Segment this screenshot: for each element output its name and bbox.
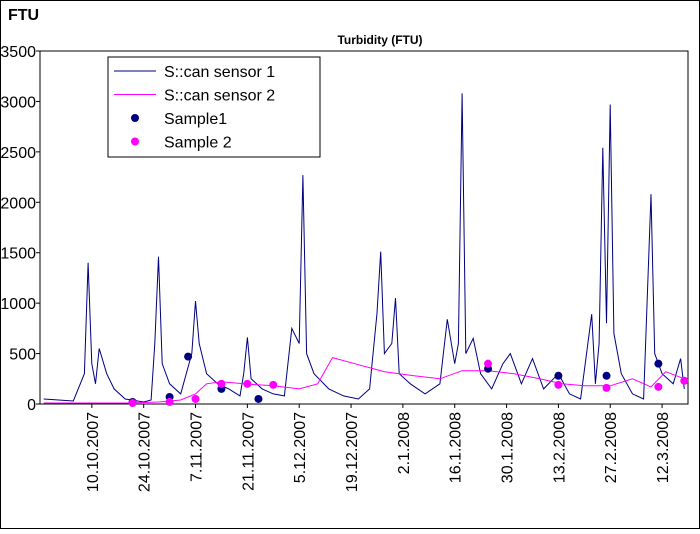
series-line [43, 357, 685, 404]
y-tick-label: 0 [27, 397, 36, 414]
y-tick-label: 2000 [0, 195, 36, 212]
sample-point [269, 380, 278, 389]
sample-point [654, 382, 663, 391]
x-tick-label: 2.1.2008 [396, 412, 413, 474]
y-tick-label: 500 [9, 347, 36, 364]
x-tick-label: 30.1.2008 [500, 412, 517, 483]
sample-point [654, 359, 663, 368]
x-tick-label: 27.2.2008 [603, 412, 620, 483]
legend-box [107, 56, 321, 158]
series-line [43, 93, 685, 403]
x-tick-label: 16.1.2008 [448, 412, 465, 483]
y-tick-label: 1000 [0, 296, 36, 313]
x-tick-label: 13.2.2008 [551, 412, 568, 483]
legend-swatch [131, 137, 139, 146]
x-tick-label: 12.3.2008 [655, 412, 672, 483]
legend-label: Sample 2 [164, 135, 232, 152]
x-tick-label: 21.11.2007 [240, 412, 257, 491]
x-tick-label: 5.12.2007 [292, 412, 309, 483]
y-tick-label: 2500 [0, 145, 36, 162]
sample-point [602, 383, 611, 392]
chart-title: Turbidity (FTU) [337, 33, 422, 47]
y-tick-label: 3000 [0, 94, 36, 111]
y-axis-label: FTU [8, 7, 39, 24]
y-tick-label: 1500 [0, 246, 36, 263]
sample-point [191, 394, 200, 403]
x-tick-label: 7.11.2007 [189, 412, 206, 482]
sample-point [184, 352, 193, 361]
sample-point [554, 371, 563, 380]
sample-point [484, 359, 493, 368]
sample-point [128, 398, 137, 407]
sample-point [217, 379, 226, 388]
x-tick-label: 19.12.2007 [344, 412, 361, 492]
legend-label: Sample1 [164, 111, 227, 128]
x-tick-label: 24.10.2007 [137, 412, 154, 492]
x-tick-label: 10.10.2007 [85, 412, 102, 492]
y-tick-label: 3500 [0, 44, 36, 61]
legend-swatch [131, 114, 139, 122]
sample-point [254, 394, 263, 403]
sample-point [602, 371, 611, 380]
legend-label: S::can sensor 1 [164, 64, 275, 81]
sample-point [554, 380, 563, 389]
legend-label: S::can sensor 2 [164, 88, 275, 105]
sample-point [680, 376, 689, 385]
sample-point [165, 397, 174, 406]
sample-point [243, 379, 252, 388]
legend: S::can sensor 1S::can sensor 2Sample1Sam… [107, 56, 321, 158]
